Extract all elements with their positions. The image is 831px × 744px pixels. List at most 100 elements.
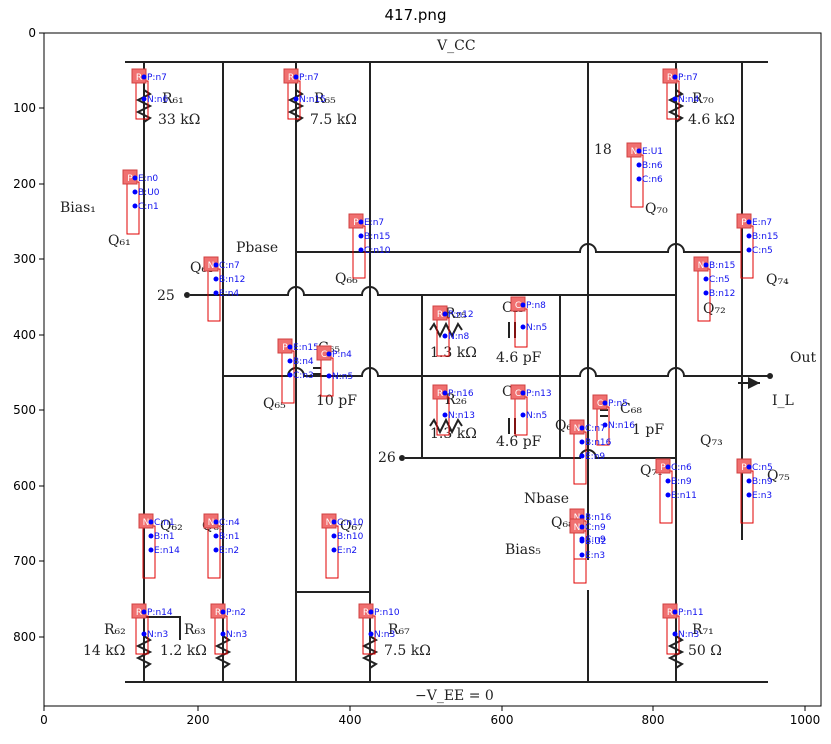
pin-dot: [746, 478, 752, 484]
q62-label: Q₆₂: [160, 518, 183, 534]
y-tick-label: 200: [13, 177, 36, 191]
r71-label: R₇₁: [692, 622, 714, 638]
component-annotation[interactable]: P E:n7 B:n15 C:n10: [348, 213, 391, 279]
pin-dot: [368, 609, 374, 615]
pin-dot: [331, 547, 337, 553]
q67-label: Q₆₇: [340, 518, 363, 534]
pin-label: P:n2: [226, 608, 246, 618]
pin-label: P:n8: [526, 301, 546, 311]
pin-label: C:n5: [752, 463, 773, 473]
x-tick-label: 400: [339, 713, 362, 727]
component-annotation[interactable]: R P:n10 N:n3: [358, 603, 400, 655]
c68-symbol: [600, 409, 608, 417]
pin-label: B:n1: [219, 532, 240, 542]
q73-label: Q₇₃: [700, 433, 723, 449]
pin-label: C:n10: [337, 518, 364, 528]
pin-dot: [746, 247, 752, 253]
x-tick-label: 800: [642, 713, 665, 727]
r70-label: R₇₀: [692, 91, 714, 107]
pin-dot: [132, 175, 138, 181]
component-annotation[interactable]: R P:n14 N:n3: [131, 603, 173, 655]
bias1-label: Bias₁: [60, 200, 96, 216]
component-annotation[interactable]: C P:n5 N:n16: [592, 394, 635, 446]
component-annotation[interactable]: R P:n11 N:n3: [662, 603, 704, 655]
pin-dot: [636, 176, 642, 182]
pin-dot: [746, 464, 752, 470]
r26-label: R₂₆: [445, 392, 467, 408]
plot-title: 417.png: [384, 6, 447, 24]
component-annotation[interactable]: P C:n5 B:n9 E:n3: [736, 458, 773, 524]
pin-label: P:n12: [448, 310, 474, 320]
pin-label: E:n7: [752, 218, 772, 228]
component-type-label: N: [208, 261, 215, 271]
r70-symbol: [667, 89, 685, 123]
component-annotation[interactable]: R P:n16 N:n13: [432, 384, 475, 436]
pin-dot: [746, 492, 752, 498]
pin-dot: [326, 373, 332, 379]
node25-terminal[interactable]: [184, 292, 190, 298]
component-annotation[interactable]: P E:n7 B:n15 C:n5: [736, 213, 778, 279]
pin-dot: [672, 96, 678, 102]
component-annotation[interactable]: N C:n4 B:n1 E:n2: [203, 513, 240, 579]
component-type-label: N: [698, 261, 705, 271]
pin-dot: [442, 390, 448, 396]
pin-dot: [358, 247, 364, 253]
component-annotation[interactable]: N E:U1 B:n6 C:n6: [626, 142, 663, 208]
component-annotation[interactable]: R P:n7 N:n4: [662, 68, 699, 120]
out-terminal[interactable]: [767, 373, 773, 379]
y-tick-label: 500: [13, 403, 36, 417]
pin-dot: [358, 233, 364, 239]
pin-dot: [442, 412, 448, 418]
pin-dot: [636, 162, 642, 168]
pin-label: P:n5: [608, 399, 628, 409]
pin-label: E:n4: [219, 289, 239, 299]
pin-label: P:n14: [147, 608, 173, 618]
component-annotation[interactable]: R P:n2 N:n3: [210, 603, 247, 655]
pin-label: N:n4: [678, 95, 699, 105]
r67-label: R₆₇: [388, 622, 410, 638]
component-annotation[interactable]: R P:n12 N:n8: [432, 305, 474, 357]
r65-value: 7.5 kΩ: [310, 112, 357, 128]
q74-label: Q₇₄: [766, 272, 789, 288]
component-annotation[interactable]: N B:n15 C:n5 B:n12: [693, 256, 735, 322]
component-type-label: R: [288, 73, 294, 83]
q66-label: Q₆₆: [335, 271, 358, 287]
component-annotation[interactable]: N C:n9B:U2E:n3: [569, 518, 607, 584]
pin-dot: [287, 372, 293, 378]
component-annotation[interactable]: R P:n7 N:n6: [131, 68, 168, 120]
component-type-label: R: [437, 389, 443, 399]
component-annotation[interactable]: P E:n15 B:n4 C:n3: [277, 338, 319, 404]
pin-label: B:n15: [364, 232, 390, 242]
component-annotation[interactable]: C P:n4 N:n5: [316, 345, 353, 397]
il-label: I_L: [772, 393, 794, 409]
component-annotation[interactable]: N C:n1 B:n1 E:n14: [138, 513, 180, 579]
y-tick-label: 800: [13, 630, 36, 644]
component-annotation[interactable]: C P:n13 N:n5: [510, 384, 552, 436]
pin-dot: [703, 262, 709, 268]
component-type-label: R: [437, 310, 443, 320]
pin-label: N:n3: [147, 630, 168, 640]
pin-dot: [148, 533, 154, 539]
component-type-label: C: [597, 399, 603, 409]
node26-terminal[interactable]: [399, 455, 405, 461]
component-type-label: N: [631, 147, 638, 157]
component-annotation[interactable]: N C:n7 B:n16 E:n9: [569, 419, 612, 485]
pin-dot: [368, 631, 374, 637]
pin-dot: [520, 390, 526, 396]
pin-dot: [703, 276, 709, 282]
component-annotation[interactable]: C P:n8 N:n5: [510, 296, 547, 348]
pin-label: N:n6: [147, 95, 168, 105]
component-annotation[interactable]: N C:n7 B:n12 E:n4: [203, 256, 245, 322]
component-annotation[interactable]: P C:n6 B:n9 E:n11: [655, 458, 697, 524]
pin-dot: [746, 219, 752, 225]
component-annotation[interactable]: P E:n0 B:U0 C:n1: [122, 169, 160, 235]
pin-dot: [746, 233, 752, 239]
pin-dot: [703, 290, 709, 296]
component-annotation[interactable]: N C:n10 B:n10 E:n2: [321, 513, 364, 579]
pin-label: P:n10: [374, 608, 400, 618]
pin-dot: [665, 478, 671, 484]
pin-dot: [141, 631, 147, 637]
y-tick-label: 300: [13, 252, 36, 266]
component-annotation[interactable]: R P:n7 N:n15: [283, 68, 326, 120]
